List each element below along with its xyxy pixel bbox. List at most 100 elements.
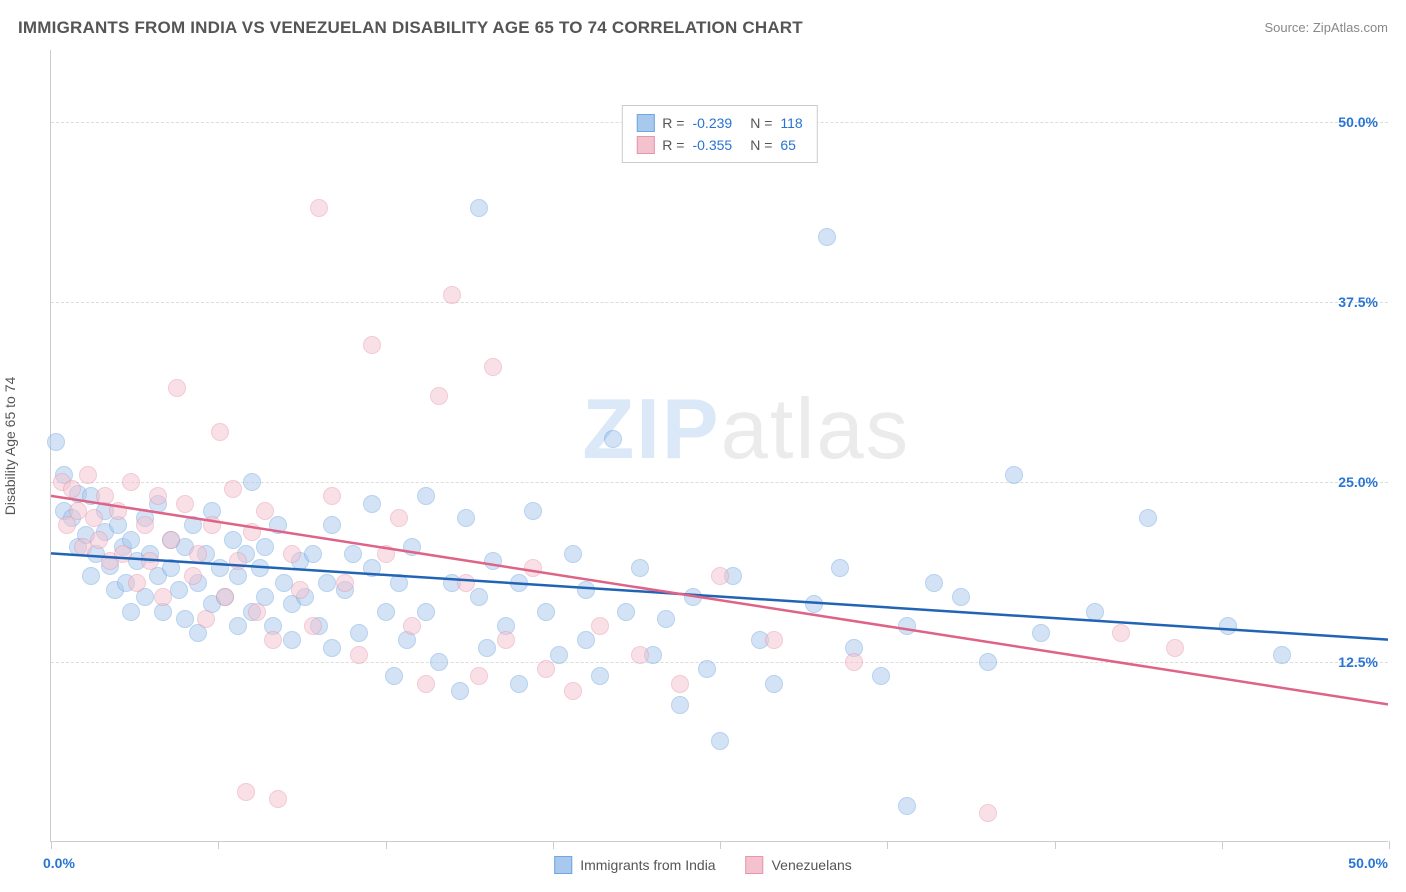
scatter-point-venezuelan <box>203 516 221 534</box>
scatter-point-india <box>269 516 287 534</box>
scatter-point-venezuelan <box>350 646 368 664</box>
scatter-point-india <box>1005 466 1023 484</box>
scatter-point-india <box>470 199 488 217</box>
scatter-point-venezuelan <box>417 675 435 693</box>
scatter-point-venezuelan <box>336 574 354 592</box>
scatter-point-india <box>256 538 274 556</box>
scatter-point-venezuelan <box>484 358 502 376</box>
scatter-point-india <box>344 545 362 563</box>
x-tick <box>51 841 52 849</box>
scatter-point-venezuelan <box>256 502 274 520</box>
scatter-point-india <box>363 559 381 577</box>
scatter-point-venezuelan <box>229 552 247 570</box>
scatter-point-india <box>550 646 568 664</box>
scatter-point-india <box>898 797 916 815</box>
scatter-point-venezuelan <box>114 545 132 563</box>
scatter-point-venezuelan <box>377 545 395 563</box>
y-axis-title: Disability Age 65 to 74 <box>2 377 18 516</box>
scatter-point-venezuelan <box>237 783 255 801</box>
scatter-point-venezuelan <box>79 466 97 484</box>
scatter-point-india <box>818 228 836 246</box>
watermark-zip: ZIP <box>582 382 720 477</box>
scatter-point-venezuelan <box>184 567 202 585</box>
scatter-point-india <box>1086 603 1104 621</box>
scatter-point-india <box>510 675 528 693</box>
scatter-point-india <box>577 631 595 649</box>
scatter-point-india <box>470 588 488 606</box>
scatter-point-india <box>684 588 702 606</box>
scatter-point-venezuelan <box>537 660 555 678</box>
scatter-point-venezuelan <box>211 423 229 441</box>
scatter-point-india <box>671 696 689 714</box>
scatter-point-venezuelan <box>497 631 515 649</box>
scatter-point-india <box>390 574 408 592</box>
scatter-point-venezuelan <box>136 516 154 534</box>
scatter-point-india <box>805 595 823 613</box>
scatter-point-india <box>577 581 595 599</box>
scatter-point-venezuelan <box>979 804 997 822</box>
trend-lines-layer <box>51 50 1388 841</box>
scatter-point-india <box>176 610 194 628</box>
legend-row-series-2: R = -0.355 N = 65 <box>636 134 802 156</box>
scatter-point-venezuelan <box>149 487 167 505</box>
x-tick <box>553 841 554 849</box>
scatter-point-venezuelan <box>430 387 448 405</box>
scatter-point-venezuelan <box>85 509 103 527</box>
scatter-point-venezuelan <box>470 667 488 685</box>
scatter-point-venezuelan <box>304 617 322 635</box>
scatter-point-india <box>304 545 322 563</box>
scatter-point-venezuelan <box>1112 624 1130 642</box>
scatter-point-india <box>122 603 140 621</box>
legend-n-value-2: 65 <box>780 134 796 156</box>
scatter-point-india <box>765 675 783 693</box>
legend-r-value-1: -0.239 <box>692 112 732 134</box>
scatter-point-india <box>318 574 336 592</box>
scatter-point-india <box>243 473 261 491</box>
scatter-point-india <box>617 603 635 621</box>
scatter-point-venezuelan <box>269 790 287 808</box>
legend-n-label-2: N = <box>750 134 772 156</box>
y-tick-label: 12.5% <box>1338 654 1378 670</box>
y-tick-label: 25.0% <box>1338 474 1378 490</box>
grid-line <box>51 662 1388 663</box>
x-tick <box>1055 841 1056 849</box>
scatter-point-india <box>403 538 421 556</box>
x-tick <box>386 841 387 849</box>
scatter-point-venezuelan <box>591 617 609 635</box>
scatter-point-india <box>451 682 469 700</box>
scatter-point-venezuelan <box>197 610 215 628</box>
scatter-point-india <box>162 559 180 577</box>
scatter-point-india <box>564 545 582 563</box>
legend-item-swatch-1 <box>554 856 572 874</box>
scatter-point-india <box>363 495 381 513</box>
scatter-point-venezuelan <box>216 588 234 606</box>
scatter-point-india <box>925 574 943 592</box>
scatter-point-venezuelan <box>176 495 194 513</box>
scatter-point-venezuelan <box>154 588 172 606</box>
scatter-point-venezuelan <box>443 286 461 304</box>
scatter-point-india <box>657 610 675 628</box>
scatter-point-venezuelan <box>403 617 421 635</box>
scatter-point-venezuelan <box>845 653 863 671</box>
legend-item-label-2: Venezuelans <box>772 857 852 873</box>
scatter-point-venezuelan <box>711 567 729 585</box>
scatter-point-india <box>979 653 997 671</box>
scatter-point-venezuelan <box>291 581 309 599</box>
scatter-point-india <box>82 567 100 585</box>
scatter-point-india <box>478 639 496 657</box>
scatter-point-venezuelan <box>1166 639 1184 657</box>
chart-title: IMMIGRANTS FROM INDIA VS VENEZUELAN DISA… <box>18 18 803 38</box>
scatter-point-india <box>631 559 649 577</box>
scatter-point-venezuelan <box>168 379 186 397</box>
scatter-point-india <box>831 559 849 577</box>
legend-item-swatch-2 <box>746 856 764 874</box>
x-tick <box>218 841 219 849</box>
scatter-point-venezuelan <box>390 509 408 527</box>
scatter-point-india <box>872 667 890 685</box>
scatter-point-venezuelan <box>363 336 381 354</box>
legend-r-label-1: R = <box>662 112 684 134</box>
x-tick <box>1389 841 1390 849</box>
scatter-point-india <box>251 559 269 577</box>
legend-item-2: Venezuelans <box>746 856 852 874</box>
legend-item-label-1: Immigrants from India <box>580 857 715 873</box>
